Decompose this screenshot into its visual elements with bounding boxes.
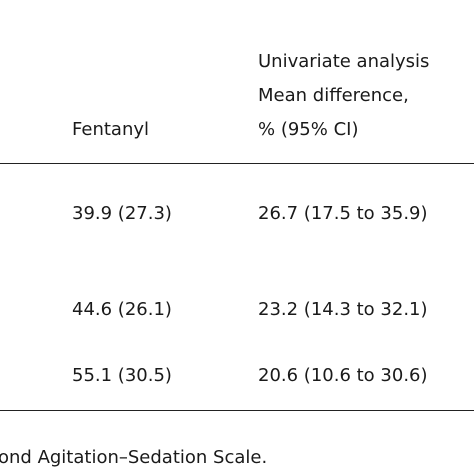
header-cut-column-label: l xyxy=(0,121,1,139)
header-univariate-line2: Mean difference, xyxy=(258,85,409,106)
header-bottom-rule xyxy=(0,163,474,164)
header-fentanyl: Fentanyl xyxy=(72,119,150,140)
cell-fentanyl: 39.9 (27.3) xyxy=(72,203,172,224)
header-univariate-line3: % (95% CI) xyxy=(258,119,359,140)
cell-difference: 26.7 (17.5 to 35.9) xyxy=(258,203,428,224)
table-footnote: ond Agitation–Sedation Scale. xyxy=(0,447,268,468)
cell-fentanyl: 55.1 (30.5) xyxy=(72,365,172,386)
header-univariate-line1: Univariate analysis xyxy=(258,51,430,72)
cell-fentanyl: 44.6 (26.1) xyxy=(72,299,172,320)
cell-difference: 20.6 (10.6 to 30.6) xyxy=(258,365,428,386)
table-bottom-rule xyxy=(0,410,474,411)
cell-difference: 23.2 (14.3 to 32.1) xyxy=(258,299,428,320)
